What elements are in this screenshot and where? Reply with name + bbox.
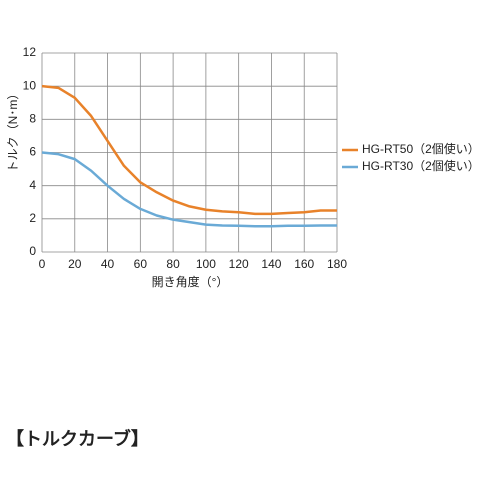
x-tick-label: 120	[229, 257, 249, 271]
line-series	[41, 84, 337, 216]
y-tick-label: 8	[29, 112, 36, 126]
y-tick-label: 6	[29, 145, 36, 159]
x-tick-label: 20	[68, 257, 82, 271]
y-tick-label: 2	[29, 211, 36, 225]
x-tick-label: 60	[134, 257, 148, 271]
y-tick-label: 4	[29, 178, 36, 192]
x-tick-label: 40	[101, 257, 115, 271]
x-tick-label: 0	[39, 257, 46, 271]
y-tick-label: 10	[23, 78, 37, 92]
x-axis-label: 開き角度（°）	[152, 274, 229, 289]
y-tick-label: 12	[23, 45, 37, 59]
x-tick-label: 160	[294, 257, 314, 271]
caption: 【トルクカーブ】	[6, 428, 149, 449]
y-axis-label: トルク（N･m）	[6, 88, 20, 173]
line-series	[41, 151, 337, 228]
y-tick-label: 0	[29, 244, 36, 258]
x-tick-label: 100	[196, 257, 216, 271]
legend-label: HG-RT50（2個使い）	[362, 141, 480, 156]
legend-label: HG-RT30（2個使い）	[362, 158, 480, 173]
x-tick-label: 180	[327, 257, 347, 271]
x-tick-label: 80	[166, 257, 180, 271]
x-tick-label: 140	[261, 257, 281, 271]
